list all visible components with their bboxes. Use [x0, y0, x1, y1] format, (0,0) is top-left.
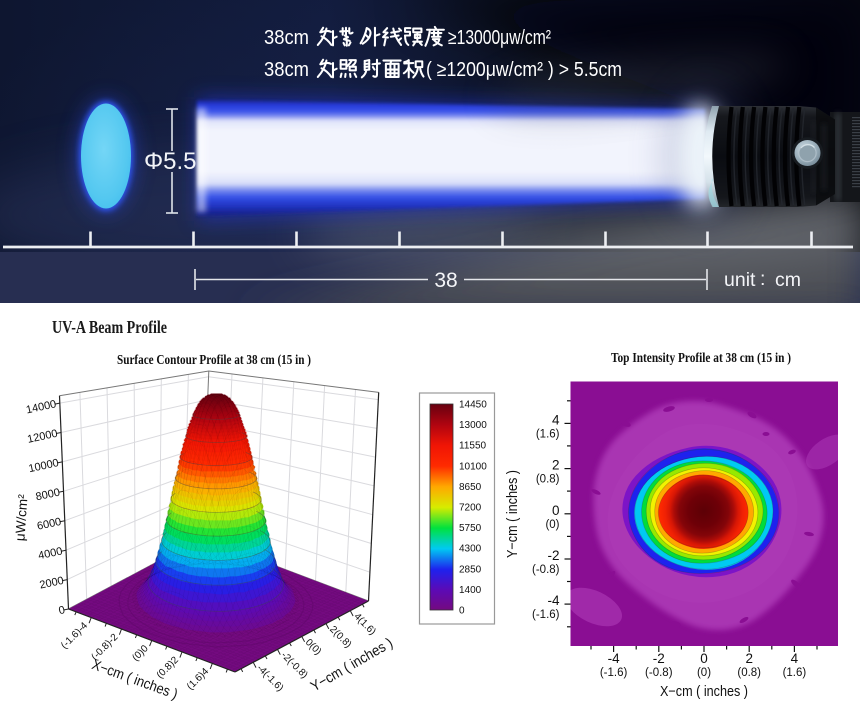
svg-text:0: 0: [700, 651, 708, 666]
svg-text:2: 2: [552, 458, 560, 473]
svg-text:4: 4: [552, 412, 560, 427]
svg-text:( ≥1200μw/cm² ) > 5.5cm: ( ≥1200μw/cm² ) > 5.5cm: [426, 59, 622, 81]
svg-text:-2: -2: [547, 548, 559, 563]
svg-text:(0)0: (0)0: [130, 643, 151, 664]
svg-text:14000: 14000: [25, 398, 57, 416]
svg-text:0: 0: [58, 604, 66, 617]
svg-text:13000: 13000: [459, 420, 487, 431]
svg-text:UV-A Beam Profile: UV-A Beam Profile: [52, 317, 167, 337]
svg-text:(1.6): (1.6): [536, 428, 560, 440]
svg-text:-2(-0.8): -2(-0.8): [279, 650, 310, 681]
svg-text:4(1.6): 4(1.6): [351, 611, 377, 637]
svg-text:(0): (0): [545, 519, 559, 531]
svg-text:11550: 11550: [459, 441, 487, 452]
svg-text:-4(-1.6): -4(-1.6): [254, 663, 285, 694]
svg-text:(-1.6): (-1.6): [532, 609, 560, 621]
svg-text:14450: 14450: [459, 400, 487, 411]
svg-text:8650: 8650: [459, 482, 482, 493]
svg-text:38cm: 38cm: [264, 59, 309, 81]
svg-text:(0.8)2: (0.8)2: [155, 654, 182, 681]
svg-text:Top Intensity Profile at 38 cm: Top Intensity Profile at 38 cm (15 in ): [611, 350, 791, 365]
svg-text:2(0.8): 2(0.8): [327, 624, 353, 650]
svg-text:X−cm ( inches ): X−cm ( inches ): [660, 684, 748, 700]
svg-text:(-1.6)-4: (-1.6)-4: [59, 620, 90, 651]
svg-text:(0.8): (0.8): [536, 474, 560, 486]
svg-text:unit: unit: [724, 269, 756, 291]
svg-text:Y−cm ( inches ): Y−cm ( inches ): [308, 635, 396, 695]
svg-text::: :: [760, 268, 765, 290]
svg-text:Φ5.5: Φ5.5: [144, 148, 197, 175]
svg-text:0: 0: [552, 503, 560, 518]
svg-text:≥13000μw/cm²: ≥13000μw/cm²: [448, 27, 551, 49]
svg-text:38cm: 38cm: [264, 27, 309, 49]
svg-text:38: 38: [434, 269, 457, 292]
svg-text:(0.8): (0.8): [737, 667, 761, 679]
svg-text:-4: -4: [608, 651, 620, 666]
svg-text:1400: 1400: [459, 585, 482, 596]
svg-text:-2: -2: [653, 651, 665, 666]
svg-text:(1.6)4: (1.6)4: [185, 666, 212, 693]
svg-text:10100: 10100: [459, 461, 487, 472]
svg-text:5750: 5750: [459, 523, 482, 534]
svg-text:8000: 8000: [35, 486, 61, 503]
svg-text:4300: 4300: [459, 544, 482, 555]
svg-text:cm: cm: [775, 269, 801, 291]
svg-text:2: 2: [745, 651, 753, 666]
svg-text:7200: 7200: [459, 503, 482, 514]
svg-text:Y−cm ( inches ): Y−cm ( inches ): [505, 470, 521, 558]
svg-text:12000: 12000: [26, 428, 58, 446]
svg-text:(-0.8): (-0.8): [532, 564, 560, 576]
svg-text:Surface Contour Profile at 38: Surface Contour Profile at 38 cm (15 in …: [117, 352, 311, 367]
svg-text:4000: 4000: [37, 545, 63, 562]
svg-text:6000: 6000: [36, 516, 62, 533]
svg-text:10000: 10000: [28, 457, 60, 475]
svg-text:2000: 2000: [38, 575, 64, 592]
svg-text:(-0.8): (-0.8): [645, 667, 673, 679]
svg-text:0: 0: [459, 606, 465, 617]
svg-text:2850: 2850: [459, 564, 482, 575]
svg-text:0(0): 0(0): [303, 637, 323, 657]
svg-text:4: 4: [791, 651, 799, 666]
svg-text:(1.6): (1.6): [783, 667, 807, 679]
svg-text:-4: -4: [547, 593, 559, 608]
svg-text:(-1.6): (-1.6): [600, 667, 628, 679]
svg-text:(0): (0): [697, 667, 711, 679]
svg-text:μW/cm²: μW/cm²: [12, 493, 30, 541]
